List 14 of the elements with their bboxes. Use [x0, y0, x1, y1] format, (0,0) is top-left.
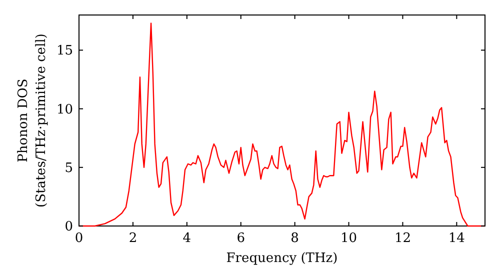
x-tick-label: 14 [448, 231, 465, 246]
y-tick-label: 10 [56, 102, 73, 118]
y-tick-label: 15 [56, 44, 73, 59]
y-tick-label: 0 [64, 220, 73, 234]
x-tick-label: 6 [236, 231, 245, 246]
x-tick-label: 4 [182, 231, 192, 246]
x-tick-label: 0 [74, 231, 84, 246]
x-tick-label: 10 [340, 231, 358, 246]
x-axis-title: Frequency (THz) [226, 251, 338, 266]
y-axis-title: Phonon DOS (States/THz·primitive cell) [16, 33, 49, 208]
x-tick-label: 2 [128, 231, 138, 246]
x-tick-label: 8 [290, 231, 299, 246]
x-tick-label: 12 [394, 231, 411, 246]
y-tick-label: 5 [64, 160, 73, 176]
